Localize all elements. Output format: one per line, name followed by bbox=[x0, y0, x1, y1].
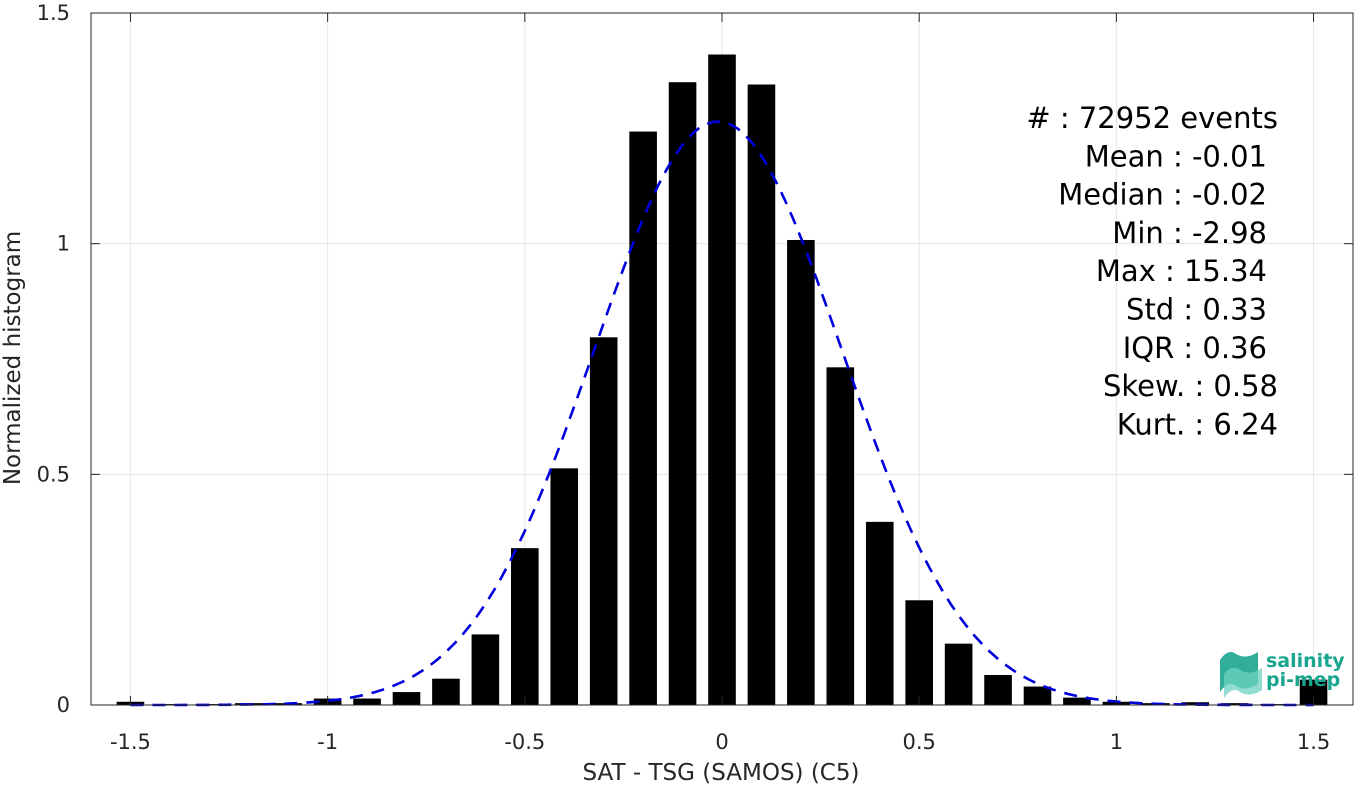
histogram-bar-15 bbox=[708, 54, 736, 705]
histogram-bar-23 bbox=[1023, 686, 1052, 705]
histogram-bar-7 bbox=[392, 692, 421, 705]
histogram-bar-20 bbox=[905, 600, 933, 705]
stat-line-1: Mean : -0.01 bbox=[1085, 139, 1267, 173]
histogram-bar-17 bbox=[787, 239, 815, 705]
y-tick-labels: 0 0.5 1 1.5 bbox=[37, 1, 70, 717]
histogram-bar-19 bbox=[865, 521, 894, 705]
histogram-bars bbox=[116, 54, 1328, 706]
stat-line-8: Kurt. : 6.24 bbox=[1117, 407, 1278, 441]
axes-frame bbox=[90, 12, 1354, 706]
histogram-bar-14 bbox=[668, 82, 697, 705]
logo-text-salinity: salinity bbox=[1266, 650, 1345, 672]
x-tick-label-3: 0 bbox=[715, 730, 728, 754]
x-tick-label-6: 1.5 bbox=[1297, 730, 1330, 754]
stat-line-4: Max : 15.34 bbox=[1096, 254, 1267, 288]
salinity-pimep-logo: salinity pi-mep bbox=[1220, 650, 1345, 698]
y-tick-label-3: 1.5 bbox=[37, 1, 70, 25]
histogram-bar-18 bbox=[826, 367, 855, 705]
y-tick-label-2: 1 bbox=[57, 232, 70, 256]
stat-line-5: Std : 0.33 bbox=[1126, 293, 1267, 327]
y-tick-label-1: 0.5 bbox=[37, 462, 70, 486]
x-tick-label-1: -1 bbox=[317, 730, 338, 754]
x-tick-labels: -1.5 -1 -0.5 0 0.5 1 1.5 bbox=[110, 730, 1330, 754]
histogram-bar-22 bbox=[984, 675, 1012, 705]
histogram-bar-8 bbox=[432, 678, 460, 705]
histogram-bar-21 bbox=[944, 643, 973, 705]
histogram-bar-9 bbox=[471, 634, 500, 705]
histogram-bar-16 bbox=[747, 84, 776, 706]
histogram-bar-28 bbox=[1220, 703, 1249, 705]
logo-text-pimep: pi-mep bbox=[1266, 669, 1340, 691]
y-axis-label: Normalized histogram bbox=[0, 231, 26, 485]
histogram-bar-13 bbox=[629, 131, 657, 705]
x-axis-label: SAT - TSG (SAMOS) (C5) bbox=[583, 760, 860, 785]
histogram-bar-24 bbox=[1063, 697, 1091, 705]
histogram-bar-10 bbox=[511, 548, 539, 705]
x-tick-label-2: -0.5 bbox=[504, 730, 545, 754]
stat-line-3: Min : -2.98 bbox=[1112, 216, 1267, 250]
histogram-bar-6 bbox=[353, 698, 381, 705]
stat-line-0: # : 72952 events bbox=[1026, 101, 1278, 135]
histogram-bar-12 bbox=[589, 337, 618, 705]
x-tick-label-5: 1 bbox=[1110, 730, 1123, 754]
stat-line-2: Median : -0.02 bbox=[1058, 178, 1267, 212]
stat-line-6: IQR : 0.36 bbox=[1123, 331, 1267, 365]
statistics-box: # : 72952 events Mean : -0.01 Median : -0.… bbox=[1026, 101, 1278, 441]
y-tick-label-0: 0 bbox=[57, 693, 70, 717]
histogram-bar-11 bbox=[550, 468, 579, 705]
logo-wave-icon-layer bbox=[1224, 667, 1262, 698]
x-tick-label-0: -1.5 bbox=[110, 730, 151, 754]
stat-line-7: Skew. : 0.58 bbox=[1103, 369, 1278, 403]
histogram-bar-27 bbox=[1181, 702, 1210, 705]
x-tick-label-4: 0.5 bbox=[902, 730, 935, 754]
